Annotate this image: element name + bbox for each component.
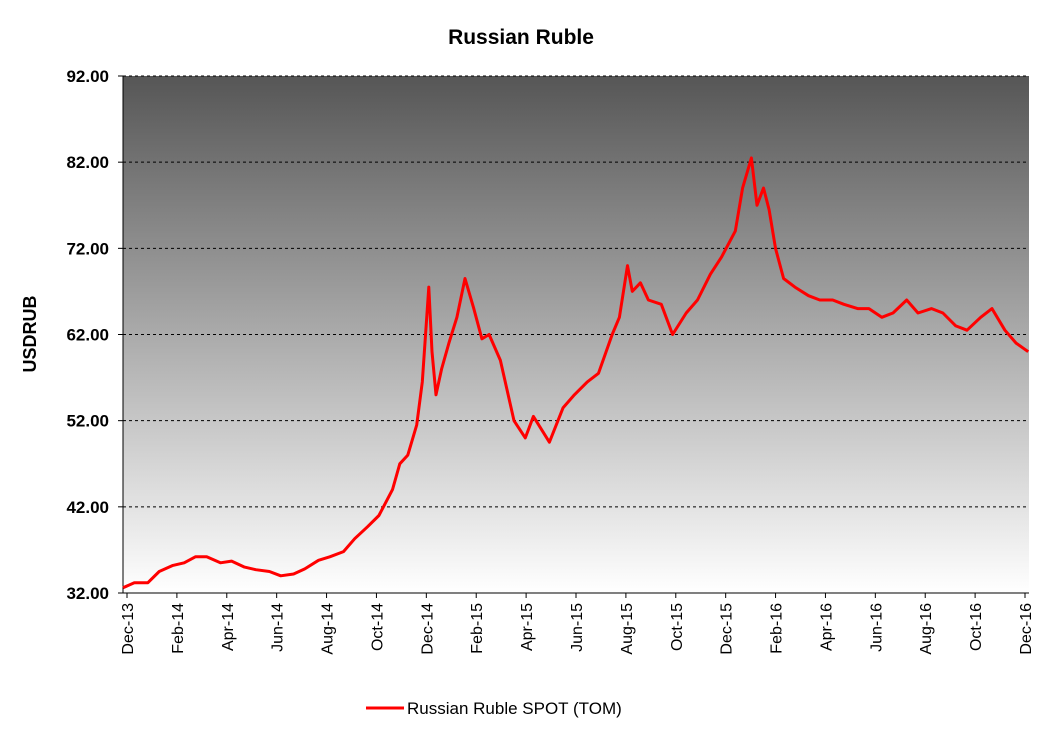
x-tick-label: Oct-15 [669,603,686,651]
x-tick-label: Dec-15 [719,603,736,655]
y-tick-label: 92.00 [66,67,109,86]
x-tick-label: Jun-16 [868,603,885,652]
y-tick-label: 62.00 [66,326,109,345]
x-tick-label: Feb-15 [469,603,486,654]
legend-label: Russian Ruble SPOT (TOM) [407,699,622,718]
y-tick-label: 42.00 [66,498,109,517]
x-tick-label: Apr-16 [818,603,835,651]
x-tick-label: Apr-14 [220,603,237,651]
x-axis-ticks: Dec-13 Feb-14 Apr-14 Jun-14 Aug-14 Oct-14 Dec-… [120,593,1035,655]
x-tick-label: Oct-16 [968,603,985,651]
y-tick-label: 72.00 [66,239,109,258]
x-tick-label: Apr-15 [519,603,536,651]
x-tick-label: Jun-14 [270,603,287,652]
x-tick-label: Feb-14 [170,603,187,654]
y-tick-label: 52.00 [66,412,109,431]
grid-lines [123,75,1029,508]
x-tick-label: Dec-13 [120,603,137,655]
x-tick-label: Jun-15 [569,603,586,652]
y-axis-label: USDRUB [20,295,40,372]
x-tick-label: Feb-16 [769,603,786,654]
y-tick-label: 32.00 [66,584,109,603]
x-tick-label: Oct-14 [369,603,386,651]
x-tick-label: Dec-16 [1018,603,1035,655]
legend: Russian Ruble SPOT (TOM) [366,699,622,718]
x-tick-label: Aug-15 [619,603,636,655]
chart-title: Russian Ruble [448,26,594,49]
x-tick-label: Aug-16 [918,603,935,655]
x-tick-label: Dec-14 [419,603,436,655]
y-tick-label: 82.00 [66,153,109,172]
y-axis-ticks: 32.00 42.00 52.00 62.00 72.00 82.00 92.00 [66,67,123,603]
x-tick-label: Aug-14 [320,603,337,655]
series-line-russian-ruble-spot [122,156,1030,590]
